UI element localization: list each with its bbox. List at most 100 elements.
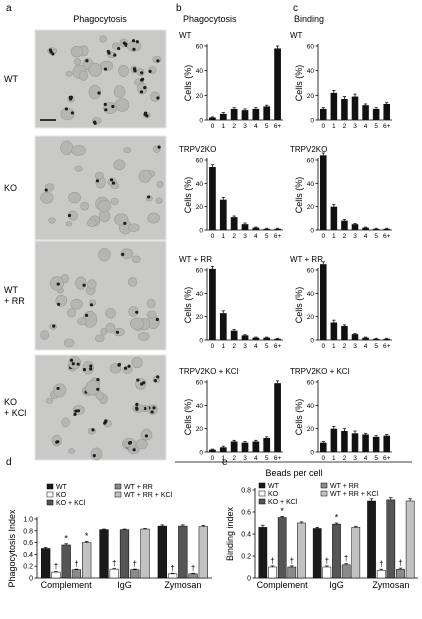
x-tick-label: 6+ bbox=[383, 343, 391, 350]
x-tick-label: 2 bbox=[343, 233, 347, 240]
bar bbox=[405, 500, 415, 579]
bead bbox=[140, 77, 145, 81]
x-tick-label: 3 bbox=[243, 455, 247, 462]
bar bbox=[198, 526, 208, 579]
bar bbox=[312, 528, 322, 579]
bar bbox=[383, 228, 390, 230]
x-tick-label: 0 bbox=[211, 123, 215, 130]
bar bbox=[219, 313, 227, 340]
cell bbox=[40, 192, 54, 204]
cell bbox=[65, 221, 73, 227]
bar bbox=[330, 428, 338, 452]
bar bbox=[332, 523, 341, 579]
bar bbox=[341, 220, 348, 230]
x-tick-label: 3 bbox=[353, 343, 357, 350]
cell bbox=[67, 308, 76, 318]
bar bbox=[341, 431, 348, 452]
cell bbox=[100, 60, 114, 71]
cell bbox=[75, 276, 87, 290]
bead bbox=[135, 407, 139, 411]
x-tick-label: 5 bbox=[265, 343, 269, 350]
cell bbox=[88, 63, 102, 77]
bead bbox=[127, 364, 131, 368]
micrograph-tile bbox=[34, 29, 167, 129]
legend-swatch bbox=[46, 491, 54, 498]
significance-mark: † bbox=[191, 564, 195, 573]
x-tick-label: 6+ bbox=[383, 455, 391, 462]
y-tick-label: 60 bbox=[307, 44, 315, 51]
y-tick-label: 40 bbox=[196, 291, 204, 298]
bar bbox=[274, 48, 281, 120]
bar bbox=[258, 527, 268, 579]
x-tick-label: 1 bbox=[332, 455, 336, 462]
cell bbox=[65, 70, 73, 77]
cell bbox=[95, 334, 105, 343]
cell bbox=[68, 192, 81, 204]
y-axis-label: Cells (%) bbox=[294, 65, 304, 102]
bar bbox=[263, 438, 271, 452]
x-tick-label: IgG bbox=[117, 580, 132, 590]
y-tick-label: 0 bbox=[310, 338, 314, 345]
cell bbox=[120, 248, 134, 259]
bead bbox=[117, 362, 122, 367]
bead bbox=[93, 121, 97, 125]
x-tick-label: 2 bbox=[232, 455, 236, 462]
bead bbox=[70, 111, 74, 115]
x-tick-label: 5 bbox=[265, 123, 269, 130]
bar bbox=[396, 568, 405, 579]
bead bbox=[152, 406, 156, 410]
bar bbox=[219, 113, 227, 120]
legend-label: WT + RR + KCl bbox=[330, 491, 379, 498]
bar bbox=[383, 338, 390, 340]
bar bbox=[362, 227, 369, 230]
x-tick-label: 0 bbox=[321, 455, 325, 462]
bead bbox=[76, 409, 81, 413]
bar bbox=[252, 108, 260, 120]
x-tick-label: 3 bbox=[353, 455, 357, 462]
bead bbox=[122, 41, 126, 45]
y-tick-label: 40 bbox=[307, 403, 315, 410]
y-axis-label: Cells (%) bbox=[294, 399, 304, 436]
x-tick-label: 2 bbox=[232, 343, 236, 350]
cell bbox=[97, 200, 112, 213]
cell bbox=[123, 147, 131, 154]
bead bbox=[74, 409, 78, 413]
x-tick-label: 3 bbox=[353, 233, 357, 240]
significance-mark: † bbox=[344, 554, 348, 563]
bar bbox=[119, 529, 130, 579]
shared-x-label: Beads per cell bbox=[265, 468, 322, 478]
bead bbox=[103, 102, 107, 106]
y-tick-label: 20 bbox=[196, 426, 204, 433]
x-tick-label: 0 bbox=[321, 123, 325, 130]
bead bbox=[107, 51, 111, 55]
cell bbox=[131, 255, 141, 263]
bead bbox=[127, 441, 132, 445]
y-tick-label: 0.6 bbox=[241, 510, 251, 517]
cell bbox=[138, 332, 150, 341]
bar bbox=[252, 227, 260, 230]
y-tick-label: 0.4 bbox=[241, 532, 251, 539]
cell bbox=[85, 380, 100, 396]
bar bbox=[330, 322, 338, 340]
column-title: Phagocytosis bbox=[183, 14, 237, 24]
x-tick-label: 3 bbox=[353, 123, 357, 130]
cell bbox=[68, 448, 76, 454]
micrograph-background bbox=[35, 30, 166, 128]
cell bbox=[131, 356, 143, 369]
bar bbox=[383, 103, 390, 120]
cell bbox=[74, 165, 83, 172]
cell bbox=[53, 383, 67, 398]
bar bbox=[386, 499, 396, 579]
bead bbox=[144, 434, 149, 438]
bar bbox=[320, 155, 327, 230]
bead bbox=[97, 91, 101, 95]
cell bbox=[99, 35, 107, 43]
bead bbox=[135, 402, 139, 407]
bar bbox=[263, 337, 271, 340]
cell bbox=[80, 201, 89, 211]
y-tick-label: 0 bbox=[310, 450, 314, 457]
bar bbox=[351, 527, 361, 579]
